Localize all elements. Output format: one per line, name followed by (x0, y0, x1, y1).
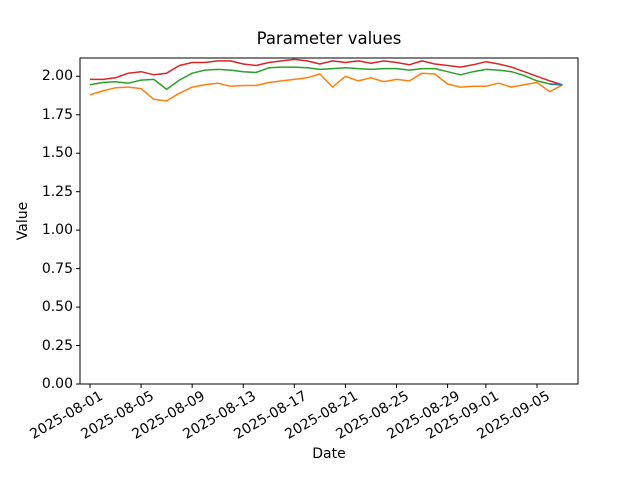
series-green-line (89, 66, 563, 91)
y-tick-label: 1.25 (41, 183, 73, 200)
y-tick-label: 1.75 (41, 106, 73, 123)
y-tick-label: 0.50 (41, 299, 73, 316)
y-tick-label: 0.25 (41, 337, 73, 354)
series-orange-line (89, 72, 563, 102)
y-tick-label: 1.50 (41, 145, 73, 162)
y-tick-label: 0.00 (41, 376, 73, 392)
y-tick-label: 0.75 (41, 260, 73, 277)
chart-title: Parameter values (256, 29, 402, 48)
y-tick-label: 1.00 (41, 222, 73, 239)
series-red-line (90, 58, 563, 86)
series-blue-line (549, 83, 563, 86)
y-tick-label: 2.00 (41, 68, 73, 85)
x-axis-label: Date (312, 446, 346, 462)
axes-frame (79, 57, 579, 385)
